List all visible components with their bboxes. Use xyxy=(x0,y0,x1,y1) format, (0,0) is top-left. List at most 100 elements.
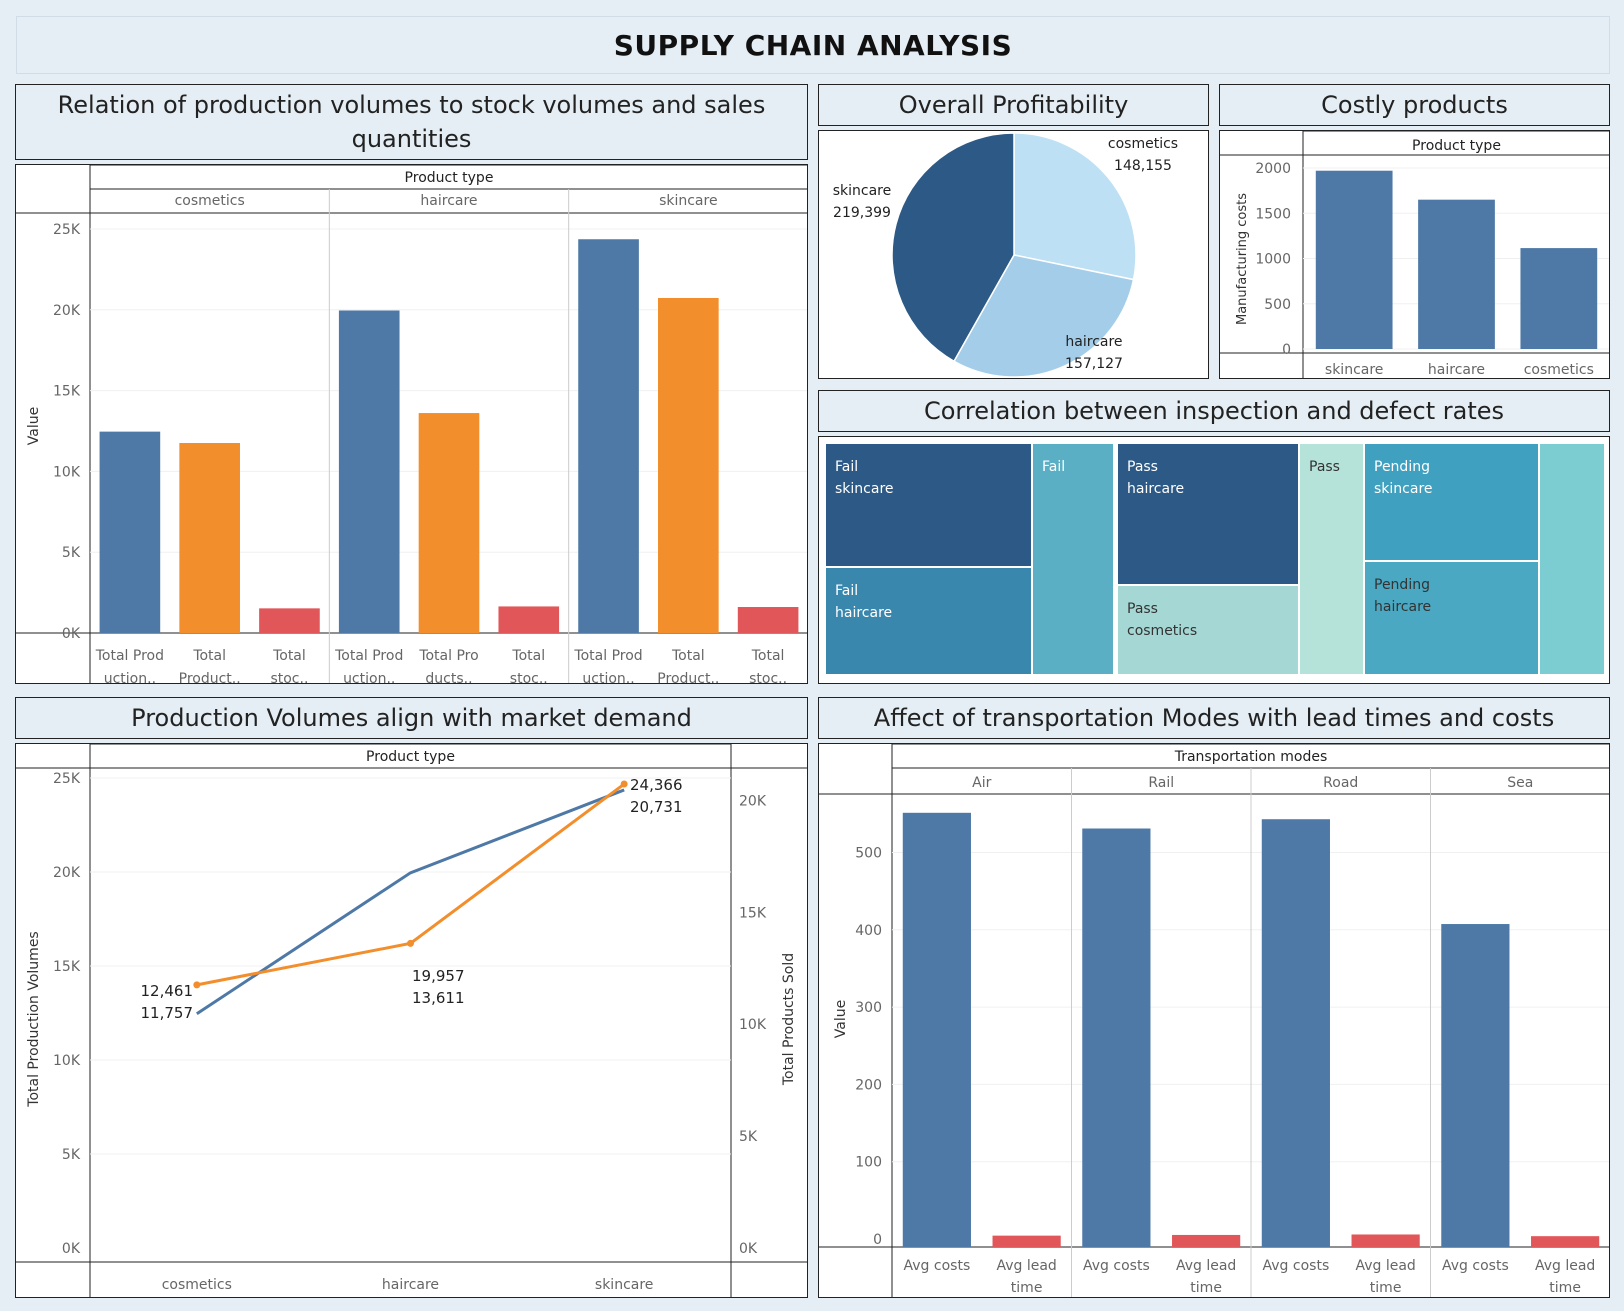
header-label: Transportation modes xyxy=(1174,749,1328,765)
x-tick-label: Total Prod xyxy=(573,648,642,664)
treemap-cell xyxy=(1116,584,1300,676)
y-axis-label: Value xyxy=(833,1000,849,1038)
y-tick-label: 20K xyxy=(53,865,81,881)
y-tick-label: 1500 xyxy=(1255,206,1291,222)
y-tick-label: 10K xyxy=(53,1053,81,1069)
y-tick-label: 10K xyxy=(53,464,81,480)
x-tick-label: haircare xyxy=(382,1277,439,1293)
bar xyxy=(1082,828,1151,1247)
pie-slice xyxy=(1013,132,1137,281)
panel-label: cosmetics xyxy=(175,193,245,209)
y-tick-label-right: 15K xyxy=(739,905,767,921)
x-tick-label: stoc.. xyxy=(270,671,308,684)
profit-pie-chart: cosmetics 148,155 haircare 157,127 skincare 2… xyxy=(833,132,1178,378)
x-tick-label: Avg costs xyxy=(904,1258,971,1274)
dashboard-title: SUPPLY CHAIN ANALYSIS xyxy=(16,16,1610,74)
relation-bar-chart: Product type 0K 5K 10K 15K 20K 25K Value cosmeti… xyxy=(16,165,807,684)
y-tick-label-right: 10K xyxy=(739,1017,767,1033)
y-tick-label: 5K xyxy=(62,1147,81,1163)
slice-label: cosmetics xyxy=(1108,136,1178,152)
cell-label: Pending xyxy=(1374,577,1430,593)
panel-label: Rail xyxy=(1148,775,1174,791)
x-tick-label: Avg lead xyxy=(1535,1258,1595,1274)
transport-bar-chart: Transportation modes 0 100 200 300 400 500 Valu… xyxy=(819,744,1609,1297)
cell-label: Fail xyxy=(1042,459,1065,475)
x-tick-label: Total Prod xyxy=(334,648,403,664)
treemap-cell xyxy=(824,566,1033,676)
panel-label: skincare xyxy=(659,193,718,209)
y-tick-label: 0K xyxy=(62,626,81,642)
x-tick-label: Total xyxy=(671,648,705,664)
slice-label: haircare xyxy=(1065,334,1122,350)
header-box xyxy=(1302,131,1609,156)
header-box xyxy=(89,165,807,190)
correlation-chart-panel: Fail skincare Fail haircare Fail Pass haircare… xyxy=(818,436,1610,684)
relation-chart-panel: Product type 0K 5K 10K 15K 20K 25K Value cosmeti… xyxy=(15,164,808,684)
x-tick-label: Total Prod xyxy=(95,648,164,664)
bar xyxy=(259,608,320,633)
bar xyxy=(658,297,719,633)
x-tick-label: Avg costs xyxy=(1263,1258,1330,1274)
cell-label: skincare xyxy=(835,481,894,497)
x-tick-label: time xyxy=(1370,1280,1402,1296)
y-tick-label: 15K xyxy=(53,384,81,400)
y-tick-label-right: 5K xyxy=(739,1129,758,1145)
x-tick-label: haircare xyxy=(1428,362,1485,378)
y-tick-label: 300 xyxy=(855,1000,882,1016)
x-tick-label: Avg lead xyxy=(996,1258,1056,1274)
slice-value: 157,127 xyxy=(1065,356,1123,372)
x-tick-label: Product.. xyxy=(657,671,719,684)
cell-label: haircare xyxy=(1127,481,1184,497)
bar xyxy=(179,443,240,633)
line-point xyxy=(407,939,414,947)
y-tick-label-right: 20K xyxy=(739,793,767,809)
cell-label: cosmetics xyxy=(1127,623,1197,639)
cell-label: Pass xyxy=(1127,601,1158,617)
relation-title: Relation of production volumes to stock … xyxy=(15,84,808,160)
profit-chart-panel: cosmetics 148,155 haircare 157,127 skincare 2… xyxy=(818,130,1209,379)
cell-label: Fail xyxy=(835,583,858,599)
slice-value: 219,399 xyxy=(833,205,891,221)
treemap-cell xyxy=(1298,442,1365,676)
treemap-cell xyxy=(1538,442,1606,676)
costly-chart-panel: Product type 0 500 1000 1500 2000 Manufacturin… xyxy=(1219,130,1610,379)
y-tick-label: 25K xyxy=(53,222,81,238)
cell-label: haircare xyxy=(1374,599,1431,615)
bar xyxy=(1261,819,1330,1247)
y-axis-label: Manufacturing costs xyxy=(1235,193,1250,325)
y-tick-label: 5K xyxy=(62,545,81,561)
x-tick-label: skincare xyxy=(1325,362,1384,378)
cell-label: Pass xyxy=(1127,459,1158,475)
header-label: Product type xyxy=(1412,138,1501,154)
header-label: Product type xyxy=(405,170,494,186)
series-line xyxy=(196,788,625,1015)
y-tick-label: 2000 xyxy=(1255,161,1291,177)
y-tick-label: 500 xyxy=(855,846,882,862)
slice-value: 148,155 xyxy=(1114,158,1172,174)
x-tick-label: Avg lead xyxy=(1176,1258,1236,1274)
bar xyxy=(1441,924,1510,1247)
y-axis-label: Total Production Volumes xyxy=(26,931,42,1107)
bar xyxy=(1418,199,1495,349)
demand-chart-panel: Product type 0K 5K 10K 15K 20K 25K 0K 5K 10K 15K 20… xyxy=(15,743,808,1298)
pie-slice xyxy=(952,254,1135,378)
x-tick-label: time xyxy=(1011,1280,1043,1296)
slice-label: skincare xyxy=(833,183,892,199)
data-label: 11,757 xyxy=(141,1004,194,1022)
x-tick-label: Total xyxy=(192,648,226,664)
bar xyxy=(338,310,400,633)
header-label: Product type xyxy=(366,749,455,765)
treemap-cell xyxy=(1031,442,1115,676)
y-tick-label: 100 xyxy=(855,1155,882,1171)
pie-slice xyxy=(891,132,1015,363)
x-tick-label: Avg lead xyxy=(1355,1258,1415,1274)
demand-line-chart: Product type 0K 5K 10K 15K 20K 25K 0K 5K 10K 15K 20… xyxy=(16,744,807,1297)
y-tick-label: 25K xyxy=(53,771,81,787)
bar xyxy=(99,431,161,633)
bar xyxy=(1531,1236,1600,1247)
y-tick-label: 20K xyxy=(53,303,81,319)
bar xyxy=(498,606,560,633)
x-tick-label: stoc.. xyxy=(749,671,787,684)
cell-label: skincare xyxy=(1374,481,1433,497)
y-tick-label: 400 xyxy=(855,923,882,939)
